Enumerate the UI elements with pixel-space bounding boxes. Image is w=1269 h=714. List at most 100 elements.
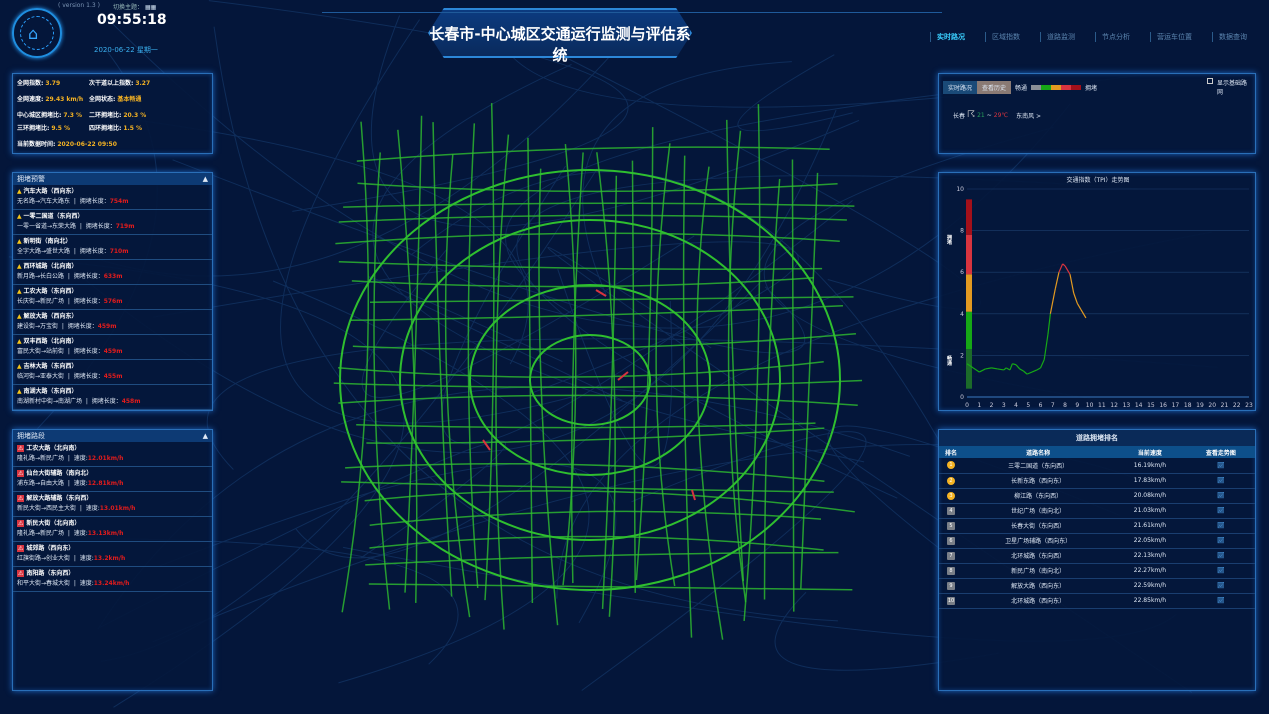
label: 次干道以上指数: bbox=[89, 80, 134, 87]
tpi-line-segment bbox=[1080, 309, 1087, 319]
tab-history[interactable]: 查看历史 bbox=[977, 80, 1012, 94]
jam-length: 633m bbox=[103, 273, 123, 280]
jam-length: 455m bbox=[103, 373, 123, 380]
list-item[interactable]: ⚠ 解放大路辅路（东向西） 新民大街→西民主大街 | 速度:13.01km/h bbox=[13, 492, 212, 517]
trend-chart-icon[interactable]: 📈︎ bbox=[1217, 522, 1225, 529]
speed-label: 速度: bbox=[73, 455, 88, 462]
list-item[interactable]: ▲ 解放大路（西向东） 建设街→万宝街 | 拥堵长度：459m bbox=[13, 310, 212, 335]
list-item[interactable]: ⚠ 仙台大街辅路（南向北） 浦东路→自由大路 | 速度:12.81km/h bbox=[13, 467, 212, 492]
net-index: 3.79 bbox=[45, 80, 61, 87]
y-tick: 8 bbox=[960, 228, 964, 235]
list-item[interactable]: ▲ 双丰西路（北向南） 富民大街→站前街 | 拥堵长度：459m bbox=[13, 335, 212, 360]
list-item[interactable]: ⚠ 新民大街（北向南） 隆礼路→新民广场 | 速度:13.13km/h bbox=[13, 517, 212, 542]
legend-jam: 拥堵 bbox=[1085, 84, 1098, 92]
segment: 全字大路→盛世大路 bbox=[17, 248, 71, 255]
road-name: 一零二国道（东向西） bbox=[23, 213, 84, 220]
trend-chart-icon[interactable]: 📈︎ bbox=[1217, 582, 1225, 589]
background-road bbox=[516, 175, 1138, 499]
nav-tab[interactable]: 营运车位置 bbox=[1150, 32, 1192, 42]
x-tick: 22 bbox=[1233, 402, 1241, 409]
list-item[interactable]: ▲ 工农大路（东向西） 长庆街→新民广场 | 拥堵长度：576m bbox=[13, 285, 212, 310]
trend-chart-icon[interactable]: 📈︎ bbox=[1217, 477, 1225, 484]
road bbox=[366, 427, 825, 444]
tab-live[interactable]: 实时路况 bbox=[943, 80, 978, 94]
data-time: 2020-06-22 09:50 bbox=[57, 141, 117, 148]
column-header: 查看走势图 bbox=[1186, 446, 1255, 458]
list-item[interactable]: ▲ 吉林大路（东向西） 临河街→亚泰大街 | 拥堵长度：455m bbox=[13, 360, 212, 385]
road-name: 南湖大路（东向西） bbox=[23, 388, 78, 395]
len-label: 拥堵长度： bbox=[73, 298, 104, 305]
trend-chart-icon[interactable]: 📈︎ bbox=[1217, 492, 1225, 499]
background-road bbox=[272, 280, 590, 684]
segment: 红旗街路→创业大街 bbox=[17, 555, 71, 562]
road bbox=[351, 277, 815, 288]
table-row: 1 三零二国道（东向西） 16.19km/h 📈︎ bbox=[939, 458, 1255, 474]
list-item[interactable]: ▲ 新明街（南向北） 全字大路→盛世大路 | 拥堵长度：710m bbox=[13, 235, 212, 260]
segment: 无名路→汽车大路东 bbox=[17, 198, 71, 205]
road-name: 城郊路（西向东） bbox=[26, 545, 75, 552]
trend-chart-icon[interactable]: 📈︎ bbox=[1217, 552, 1225, 559]
list-item[interactable]: ▲ 西环城路（北向南） 新月路→长白公路 | 拥堵长度：633m bbox=[13, 260, 212, 285]
warning-icon: ▲ bbox=[17, 313, 22, 320]
list-item[interactable]: ⚠ 城郊路（西向东） 红旗街路→创业大街 | 速度:13.2km/h bbox=[13, 542, 212, 567]
ring3-ratio: 9.5 % bbox=[51, 125, 71, 132]
nav-tab[interactable]: 节点分析 bbox=[1095, 32, 1130, 42]
road-name: 北环城路（东向西） bbox=[963, 548, 1114, 564]
congested-road bbox=[691, 489, 696, 501]
nav-tab[interactable]: 实时路况 bbox=[930, 32, 965, 42]
date: 2020-06-22 星期一 bbox=[94, 46, 158, 54]
city: 长春 bbox=[953, 112, 966, 120]
tpi-line-segment bbox=[1049, 288, 1056, 314]
alert-icon: ⚠ bbox=[17, 520, 25, 527]
nav-tab[interactable]: 区域指数 bbox=[985, 32, 1020, 42]
rank-badge: 3 bbox=[947, 491, 955, 500]
x-tick: 20 bbox=[1208, 402, 1216, 409]
logo-home[interactable]: ⌂ bbox=[12, 8, 62, 58]
jam-length: 576m bbox=[103, 298, 123, 305]
list-item[interactable]: ⚠ 南阳路（东向西） 和平大街→春城大街 | 速度:13.24km/h bbox=[13, 567, 212, 592]
road-name: 北环城路（西向东） bbox=[963, 593, 1114, 609]
speed: 22.13km/h bbox=[1113, 548, 1187, 564]
x-tick: 10 bbox=[1086, 402, 1094, 409]
road bbox=[343, 202, 855, 208]
rank-badge: 2 bbox=[947, 476, 955, 485]
trend-chart-icon[interactable]: 📈︎ bbox=[1217, 507, 1225, 514]
tpi-line-segment bbox=[991, 367, 998, 370]
wind-link[interactable]: 东南风 > bbox=[1016, 112, 1042, 120]
trend-chart-icon[interactable]: 📈︎ bbox=[1217, 537, 1225, 544]
list-item[interactable]: ▲ 南湖大路（东向西） 南湖新村中街→南湖广场 | 拥堵长度：458m bbox=[13, 385, 212, 410]
list-item[interactable]: ▲ 一零二国道（东向西） 一零一省道→东荣大路 | 拥堵长度：719m bbox=[13, 210, 212, 235]
collapse-icon[interactable]: ▲ bbox=[202, 432, 208, 440]
x-tick: 1 bbox=[977, 402, 981, 409]
speed-label: 速度: bbox=[79, 580, 94, 587]
trend-chart-icon[interactable]: 📈︎ bbox=[1217, 597, 1225, 604]
y-tick: 10 bbox=[956, 186, 964, 193]
x-tick: 2 bbox=[990, 402, 994, 409]
column-header: 道路名称 bbox=[963, 446, 1114, 458]
segment: 隆礼路→新民广场 bbox=[17, 530, 65, 537]
segment: 建设街→万宝街 bbox=[17, 323, 59, 330]
nav-tab[interactable]: 道路监测 bbox=[1040, 32, 1075, 42]
speed: 22.59km/h bbox=[1113, 578, 1187, 594]
table-row: 5 长春大街（东向西） 21.61km/h 📈︎ bbox=[939, 518, 1255, 534]
level-band bbox=[966, 349, 972, 389]
y-tick: 6 bbox=[960, 269, 964, 276]
basic-network-checkbox[interactable] bbox=[1207, 78, 1213, 84]
jam-length: 754m bbox=[109, 198, 129, 205]
trend-chart-icon[interactable]: 📈︎ bbox=[1217, 461, 1225, 469]
road bbox=[333, 379, 863, 389]
list-item[interactable]: ▲ 汽车大路（西向东） 无名路→汽车大路东 | 拥堵长度：754m bbox=[13, 185, 212, 210]
nav-tab[interactable]: 数据查询 bbox=[1212, 32, 1247, 42]
collapse-icon[interactable]: ▲ bbox=[202, 175, 208, 183]
net-status: 基本畅通 bbox=[117, 96, 142, 103]
list-item[interactable]: ⚠ 工农大路（北向南） 隆礼路→新民广场 | 速度:12.01km/h bbox=[13, 442, 212, 467]
list-item[interactable]: ▲ 北环城路（东向西）北人民大街→北凯旋路 | 拥堵长度：456m bbox=[13, 410, 212, 411]
background-road bbox=[361, 235, 695, 398]
theme-grid-icon[interactable]: ▦▦ bbox=[144, 4, 157, 11]
trend-chart-icon[interactable]: 📈︎ bbox=[1217, 567, 1225, 574]
road-name: 西环城路（北向南） bbox=[23, 263, 78, 270]
temp-sep: ~ bbox=[986, 111, 992, 119]
len-label: 拥堵长度： bbox=[79, 198, 110, 205]
segment: 隆礼路→新民广场 bbox=[17, 455, 65, 462]
